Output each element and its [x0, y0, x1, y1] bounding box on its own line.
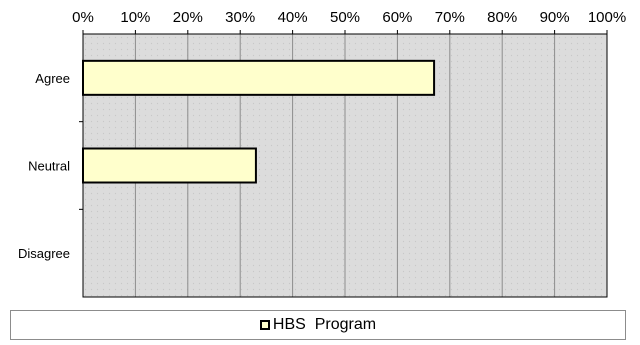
- x-tick-label: 0%: [72, 9, 94, 26]
- bar-neutral: [82, 147, 257, 184]
- bars: [82, 59, 436, 184]
- y-axis-categories: Agree Neutral Disagree: [18, 71, 83, 261]
- x-tick-label: 20%: [173, 9, 203, 26]
- category-label-neutral: Neutral: [28, 159, 70, 174]
- plot-border: [82, 33, 608, 298]
- legend-label: HBS Program: [272, 316, 377, 333]
- x-axis-ticks: 0% 10% 20% 30% 40% 50% 60% 70% 80% 90% 100%: [72, 9, 626, 34]
- category-label-disagree: Disagree: [18, 246, 70, 261]
- x-tick-label: 90%: [540, 9, 570, 26]
- x-tick-label: 10%: [120, 9, 150, 26]
- x-tick-label: 60%: [382, 9, 412, 26]
- x-tick-label: 40%: [278, 9, 308, 26]
- bar-agree: [82, 59, 436, 96]
- x-tick-label: 80%: [487, 9, 517, 26]
- legend: HBS Program: [10, 310, 626, 340]
- bar-chart: 0% 10% 20% 30% 40% 50% 60% 70% 80% 90% 100% Agree N…: [18, 9, 626, 298]
- category-label-agree: Agree: [35, 71, 70, 86]
- x-tick-label: 70%: [435, 9, 465, 26]
- x-tick-label: 100%: [588, 9, 626, 26]
- legend-swatch: [259, 320, 270, 330]
- x-tick-label: 30%: [225, 9, 255, 26]
- x-tick-label: 50%: [330, 9, 360, 26]
